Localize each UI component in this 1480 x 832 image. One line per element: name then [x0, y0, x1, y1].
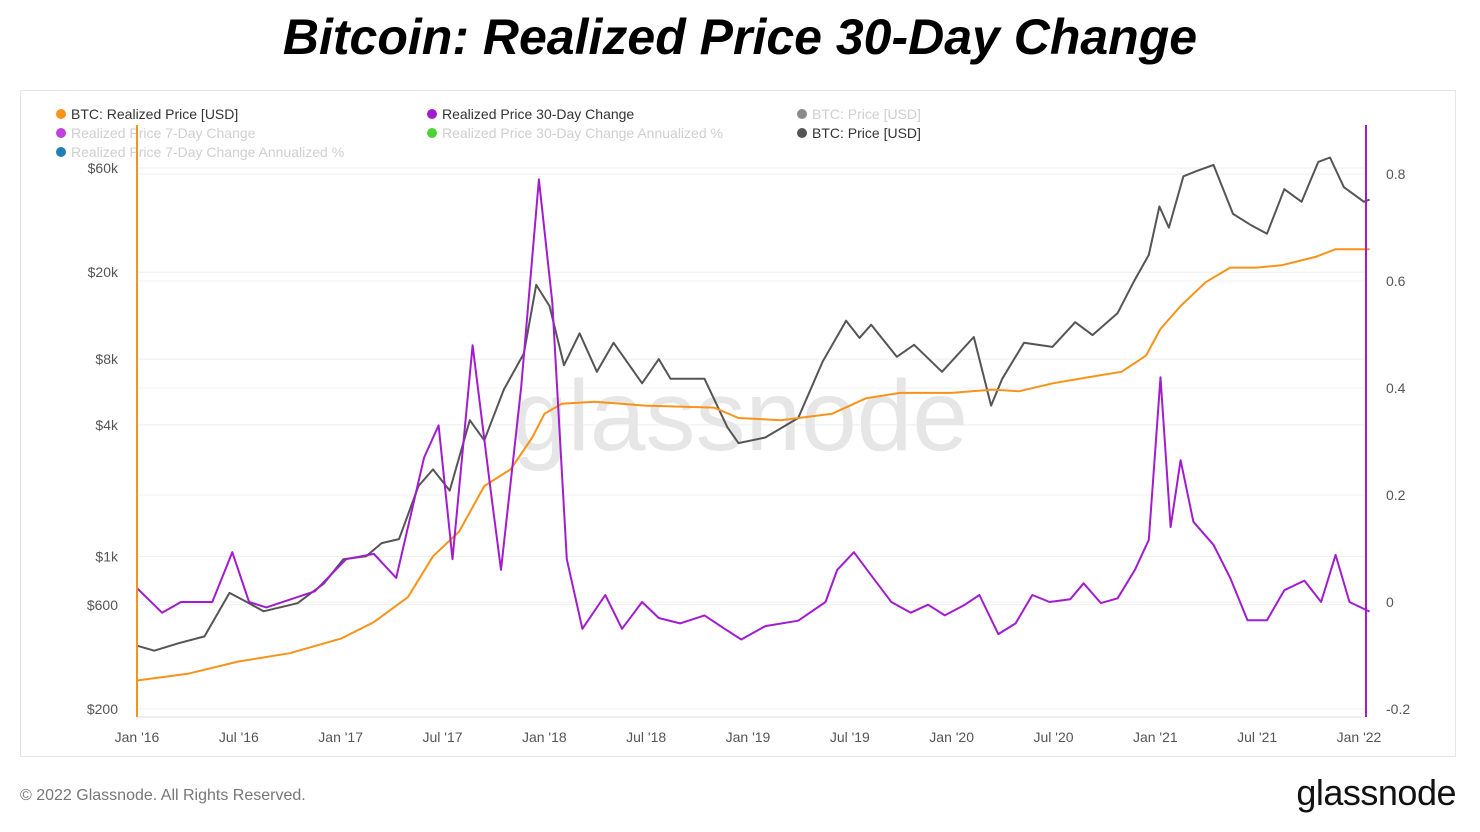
glassnode-logo: glassnode [1296, 772, 1456, 813]
x-tick-label: Jul '16 [219, 729, 259, 745]
x-tick-label: Jan '20 [929, 729, 974, 745]
x-tick-label: Jul '21 [1237, 729, 1277, 745]
legend-item-30d-change[interactable]: Realized Price 30-Day Change [427, 106, 634, 122]
legend-item-price-hidden[interactable]: BTC: Price [USD] [797, 106, 921, 122]
legend-label: BTC: Price [USD] [812, 106, 921, 122]
left-tick-label: $8k [95, 351, 119, 367]
legend-dot-icon [797, 128, 807, 138]
legend-dot-icon [427, 128, 437, 138]
legend-dot-icon [56, 128, 66, 138]
legend-dot-icon [427, 109, 437, 119]
legend-item-7d-annualized[interactable]: Realized Price 7-Day Change Annualized % [56, 144, 344, 160]
legend-label: Realized Price 7-Day Change Annualized % [71, 144, 345, 160]
legend-dot-icon [56, 109, 66, 119]
right-tick-label: 0.8 [1386, 166, 1406, 182]
left-tick-label: $600 [87, 597, 118, 613]
right-tick-label: 0.2 [1386, 487, 1406, 503]
left-tick-label: $60k [88, 160, 119, 176]
chart-title: Bitcoin: Realized Price 30-Day Change [282, 9, 1198, 65]
x-tick-label: Jan '19 [726, 729, 771, 745]
x-tick-label: Jan '22 [1337, 729, 1382, 745]
right-tick-label: 0.6 [1386, 273, 1406, 289]
right-tick-label: 0 [1386, 594, 1394, 610]
x-tick-label: Jan '21 [1133, 729, 1178, 745]
series-line-btc-price-usd- [136, 156, 1370, 652]
copyright: © 2022 Glassnode. All Rights Reserved. [20, 787, 306, 804]
x-tick-label: Jul '20 [1033, 729, 1073, 745]
left-tick-label: $4k [95, 417, 119, 433]
legend-item-30d-annualized[interactable]: Realized Price 30-Day Change Annualized … [427, 125, 723, 141]
legend-item-price[interactable]: BTC: Price [USD] [797, 125, 921, 141]
left-tick-label: $1k [95, 548, 119, 564]
x-tick-label: Jan '17 [318, 729, 363, 745]
series-line-realized-price-30-day-change [136, 178, 1371, 641]
left-tick-label: $20k [88, 264, 119, 280]
legend-label: Realized Price 30-Day Change Annualized … [442, 125, 723, 141]
x-tick-label: Jul '19 [830, 729, 870, 745]
x-tick-label: Jan '18 [522, 729, 567, 745]
legend-label: BTC: Price [USD] [812, 125, 921, 141]
legend-dot-icon [797, 109, 807, 119]
legend-item-realized-price[interactable]: BTC: Realized Price [USD] [56, 106, 238, 122]
legend-label: BTC: Realized Price [USD] [71, 106, 239, 122]
x-tick-label: Jan '16 [115, 729, 160, 745]
x-tick-label: Jul '17 [422, 729, 462, 745]
right-tick-label: 0.4 [1386, 380, 1406, 396]
watermark: glassnode [512, 360, 968, 472]
series-line-btc-realized-price-usd- [136, 248, 1370, 682]
chart-frame [20, 90, 1456, 757]
left-tick-label: $200 [87, 701, 118, 717]
right-tick-label: -0.2 [1386, 701, 1410, 717]
x-tick-label: Jul '18 [626, 729, 666, 745]
legend-label: Realized Price 7-Day Change [71, 125, 256, 141]
legend-dot-icon [56, 147, 66, 157]
legend-label: Realized Price 30-Day Change [442, 106, 635, 122]
legend-item-7d-change[interactable]: Realized Price 7-Day Change [56, 125, 255, 141]
